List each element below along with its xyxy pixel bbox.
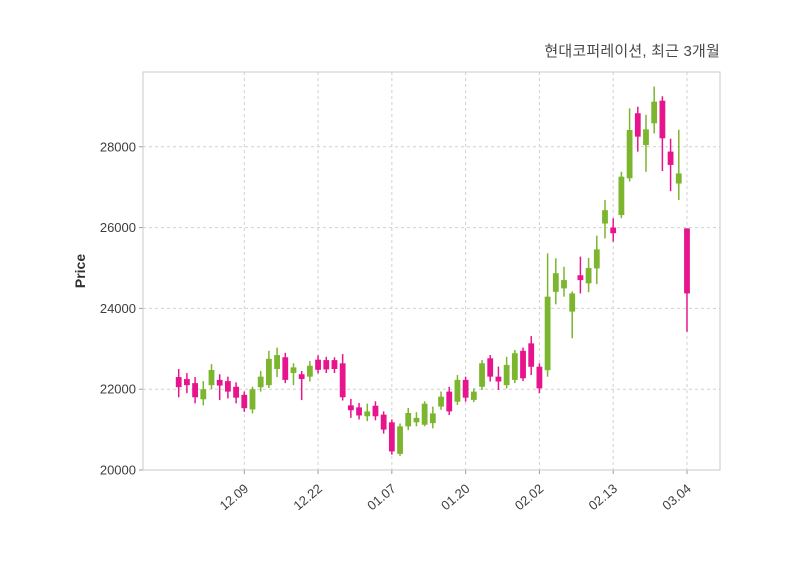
candle-body-down — [372, 405, 379, 417]
x-tick-label: 03.04 — [659, 481, 694, 513]
candle-body-up — [421, 403, 428, 425]
candle-body-up — [503, 364, 510, 386]
candle-body-up — [438, 396, 444, 407]
candle-body-up — [290, 367, 297, 374]
candle-body-down — [192, 383, 198, 398]
candle-body-up — [569, 293, 576, 312]
candle-body-down — [339, 363, 346, 398]
y-tick-label: 22000 — [100, 382, 136, 397]
candle-body-up — [249, 389, 256, 410]
candle-body-down — [347, 405, 354, 411]
candle-body-down — [536, 366, 543, 389]
candle-body-up — [405, 413, 412, 427]
candle-body-up — [675, 173, 682, 184]
candle-body-down — [175, 377, 182, 388]
candle-body-down — [323, 360, 330, 370]
candle-body-down — [216, 379, 223, 386]
candle-body-down — [520, 350, 526, 379]
candle-body-up — [593, 249, 600, 269]
candle-body-down — [356, 407, 362, 416]
candle-body-up — [511, 353, 518, 380]
y-tick-label: 20000 — [100, 463, 136, 478]
candle-body-up — [479, 363, 485, 387]
candle-body-up — [602, 210, 608, 224]
candle-body-down — [298, 374, 305, 380]
candle-body-down — [528, 343, 535, 367]
x-tick-label: 12.22 — [290, 481, 325, 513]
candle-body-down — [315, 359, 321, 370]
candle-body-up — [364, 411, 371, 417]
candle-body-up — [585, 267, 592, 284]
candle-body-up — [643, 129, 649, 146]
candle-body-down — [462, 379, 469, 398]
candle-body-up — [413, 417, 420, 423]
candle-body-down — [495, 376, 502, 382]
candle-body-up — [470, 391, 477, 400]
candle-body-down — [634, 113, 641, 137]
candle-body-down — [610, 227, 617, 234]
x-tick-label: 12.09 — [217, 481, 252, 513]
candle-body-down — [380, 414, 387, 430]
candle-body-up — [257, 376, 264, 388]
y-axis-label: Price — [72, 253, 88, 289]
y-tick-label: 26000 — [100, 220, 136, 235]
candle-body-down — [233, 386, 239, 398]
candle-body-down — [577, 275, 584, 281]
candle-body-up — [306, 365, 313, 377]
candle-body-up — [274, 355, 280, 369]
candle-body-up — [561, 280, 567, 289]
candle-body-up — [552, 273, 559, 292]
candle-body-down — [183, 379, 190, 386]
x-tick-label: 02.13 — [586, 481, 621, 513]
candle-body-up — [651, 101, 658, 124]
x-tick-label: 01.07 — [364, 481, 399, 513]
candle-body-down — [388, 422, 395, 452]
candle-body-down — [659, 100, 666, 139]
x-tick-label: 01.20 — [438, 481, 473, 513]
candle-body-up — [208, 369, 215, 386]
candle-body-down — [667, 151, 674, 165]
candle-body-up — [618, 176, 625, 216]
candle-body-up — [429, 413, 436, 424]
y-tick-label: 24000 — [100, 301, 136, 316]
candle-body-up — [200, 389, 207, 400]
candle-body-down — [282, 357, 289, 380]
chart-title: 현대코퍼레이션, 최근 3개월 — [544, 43, 720, 60]
plot-border — [142, 71, 721, 471]
candle-body-up — [626, 129, 633, 179]
candle-body-up — [397, 426, 403, 454]
candle-body-down — [487, 358, 494, 377]
candle-body-down — [446, 391, 453, 412]
x-tick-label: 02.02 — [512, 481, 547, 513]
candle-body-down — [684, 228, 690, 294]
candle-body-down — [224, 381, 231, 392]
candle-body-up — [454, 379, 461, 402]
candle-body-down — [241, 394, 248, 409]
candle-body-down — [331, 360, 338, 369]
candle-body-up — [544, 296, 551, 371]
y-tick-label: 28000 — [100, 139, 136, 154]
candle-body-up — [265, 358, 272, 386]
